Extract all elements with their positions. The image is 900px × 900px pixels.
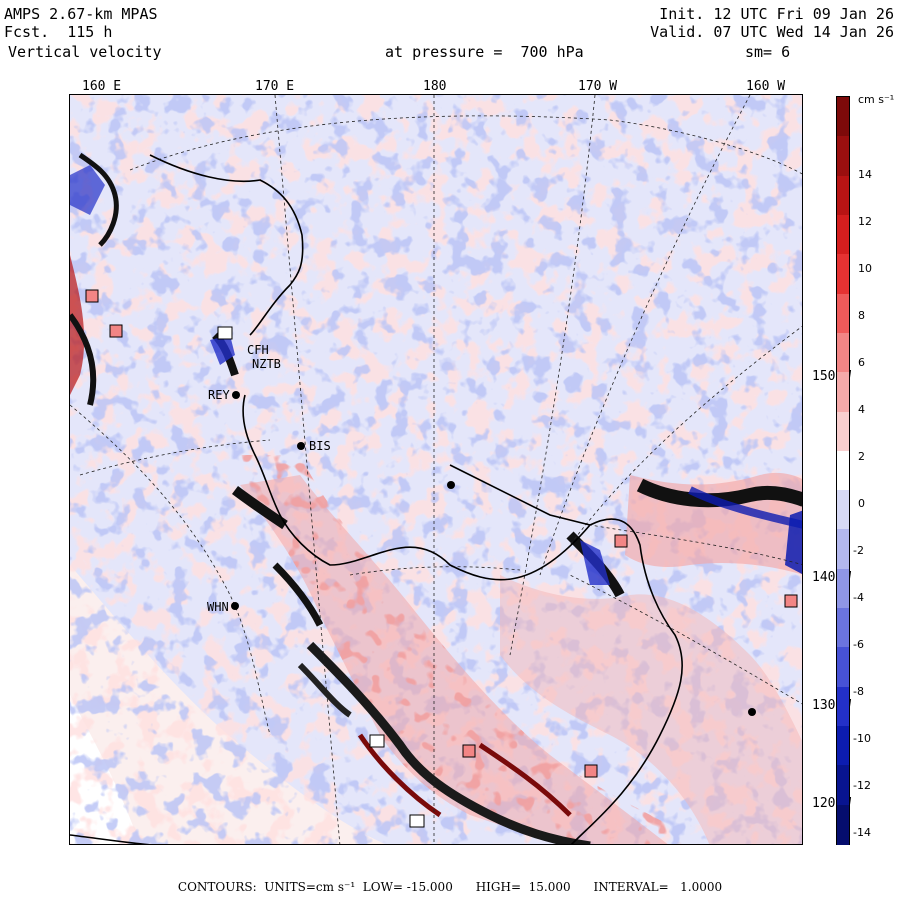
colorbar-segment — [837, 529, 849, 570]
colorbar-tick-label: 2 — [858, 449, 865, 463]
lon-label: 160 E — [82, 79, 122, 94]
colorbar-segment — [837, 647, 849, 688]
station-label: WHN — [207, 600, 229, 614]
colorbar-segment — [837, 332, 849, 373]
colorbar-unit: cm s⁻¹ — [858, 93, 895, 106]
graticule — [70, 95, 802, 844]
field-name: Vertical velocity — [8, 43, 162, 61]
colorbar-tick-label: -2 — [853, 543, 864, 557]
colorbar-segment — [837, 568, 849, 609]
colorbar-segment — [837, 765, 849, 806]
colorbar-tick-label: -10 — [853, 731, 871, 745]
colorbar-segment — [837, 490, 849, 531]
valid-time: Valid. 07 UTC Wed 14 Jan 26 — [650, 23, 894, 41]
colorbar-tick-label: -12 — [853, 778, 871, 792]
colorbar-tick-label: -14 — [853, 825, 871, 839]
station-label: NZTB — [252, 357, 281, 371]
colorbar-segment — [837, 293, 849, 334]
lon-label: 170 W — [578, 79, 618, 94]
colorbar-segment — [837, 97, 849, 137]
colorbar-tick-label: -8 — [853, 684, 864, 698]
lon-label: 170 E — [255, 79, 295, 94]
colorbar-tick-label: 12 — [858, 214, 872, 228]
colorbar-tick-label: 4 — [858, 402, 865, 416]
contour-info: CONTOURS: UNITS=cm s⁻¹ LOW= -15.000 HIGH… — [177, 880, 723, 894]
station-label: BIS — [309, 439, 331, 453]
map-panel — [69, 94, 803, 845]
colorbar-segment — [837, 608, 849, 648]
lon-label: 180 — [423, 79, 447, 94]
coastline — [70, 154, 683, 844]
map-canvas — [70, 95, 802, 844]
right-ridge — [500, 472, 802, 844]
colorbar-tick-label: 6 — [858, 355, 865, 369]
colorbar-tick-label: 0 — [858, 496, 865, 510]
init-time: Init. 12 UTC Fri 09 Jan 26 — [659, 5, 894, 23]
lon-label: 160 W — [746, 79, 786, 94]
colorbar-tick-label: 8 — [858, 308, 865, 322]
station-dot — [231, 602, 239, 610]
forecast-hour: Fcst. 115 h — [4, 23, 113, 41]
colorbar-tick-label: 14 — [858, 167, 872, 181]
colorbar-tick-label: -6 — [853, 637, 864, 651]
colorbar-tick-label: 10 — [858, 261, 872, 275]
colorbar-tick-label: -4 — [853, 590, 864, 604]
colorbar-segment — [837, 450, 849, 491]
colorbar-segment — [837, 411, 849, 452]
pressure-level: at pressure = 700 hPa — [385, 43, 584, 61]
colorbar-segment — [837, 804, 849, 845]
station-dot — [232, 391, 240, 399]
station-label: REY — [208, 388, 230, 402]
colorbar — [836, 96, 850, 845]
colorbar-segment — [837, 726, 849, 766]
coastal-features — [70, 152, 239, 406]
colorbar-segment — [837, 136, 849, 177]
station-label: CFH — [247, 343, 269, 357]
colorbar-segment — [837, 214, 849, 255]
model-title: AMPS 2.67-km MPAS — [4, 5, 158, 23]
colorbar-segment — [837, 686, 849, 727]
station-dot — [297, 442, 305, 450]
smoothing: sm= 6 — [745, 43, 791, 61]
markers — [85, 289, 798, 828]
colorbar-segment — [837, 254, 849, 295]
colorbar-segment — [837, 175, 849, 216]
colorbar-segment — [837, 372, 849, 413]
